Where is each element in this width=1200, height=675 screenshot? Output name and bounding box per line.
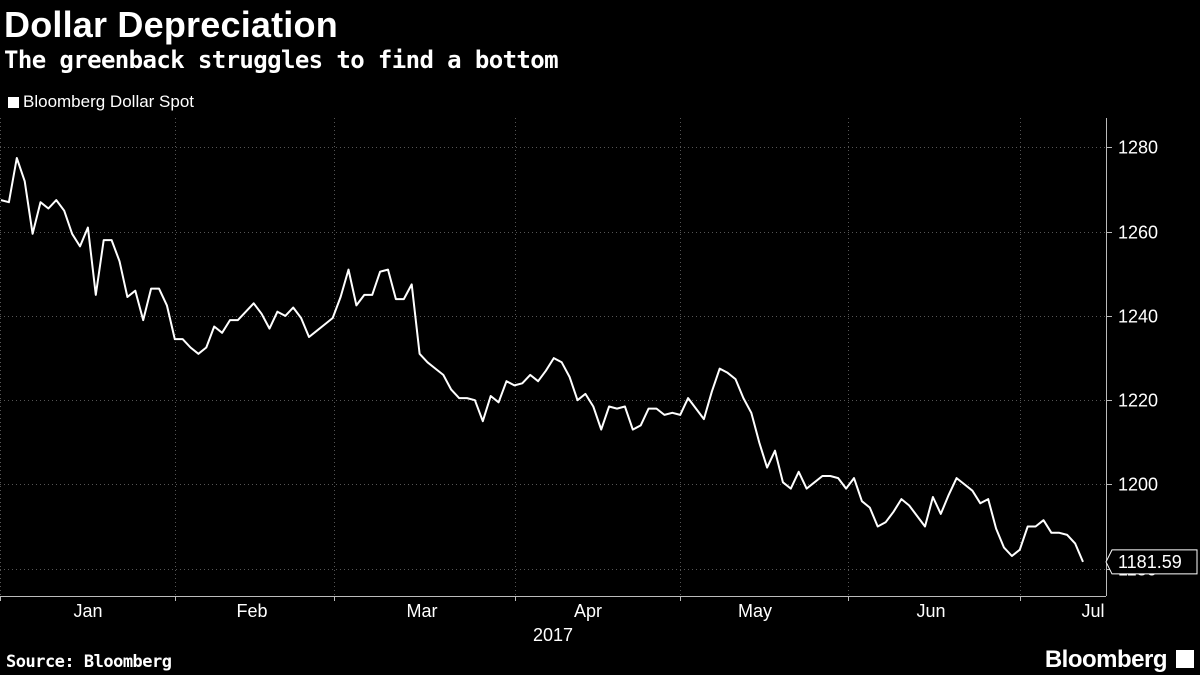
last-value-label: 1181.59 [1118,552,1182,572]
y-tick-label: 1220 [1118,391,1158,411]
axes: Jan Feb Mar Apr May Jun Jul 2017 1280 1260 1240 122… [0,118,1198,645]
x-tick-label: Apr [574,601,602,621]
y-tick-label: 1200 [1118,475,1158,495]
x-tick-label: Feb [236,601,267,621]
x-tick-label: Mar [407,601,438,621]
legend: Bloomberg Dollar Spot [8,92,194,112]
x-tick-label: Jul [1081,601,1104,621]
legend-swatch [8,96,19,108]
chart-title: Dollar Depreciation [4,4,338,45]
last-value-flag: 1181.59 [1105,549,1198,575]
x-axis-label: 2017 [533,625,573,645]
chart-subtitle: The greenback struggles to find a bottom [4,46,559,74]
x-tick-label: Jan [73,601,102,621]
series-line-bloomberg-dollar-spot [0,157,1084,563]
series [0,157,1084,563]
bloomberg-chart-icon [1176,650,1194,668]
grid [0,118,1106,596]
x-tick-label: Jun [916,601,945,621]
y-tick-label: 1240 [1118,307,1158,327]
source-note: Source: Bloomberg [6,652,172,672]
legend-label: Bloomberg Dollar Spot [23,92,195,111]
x-tick-label: May [738,601,772,621]
y-tick-label: 1280 [1118,138,1158,158]
bloomberg-logo: Bloomberg [1044,646,1168,673]
last-value-box [1105,549,1198,575]
y-tick-label: 1260 [1118,223,1158,243]
